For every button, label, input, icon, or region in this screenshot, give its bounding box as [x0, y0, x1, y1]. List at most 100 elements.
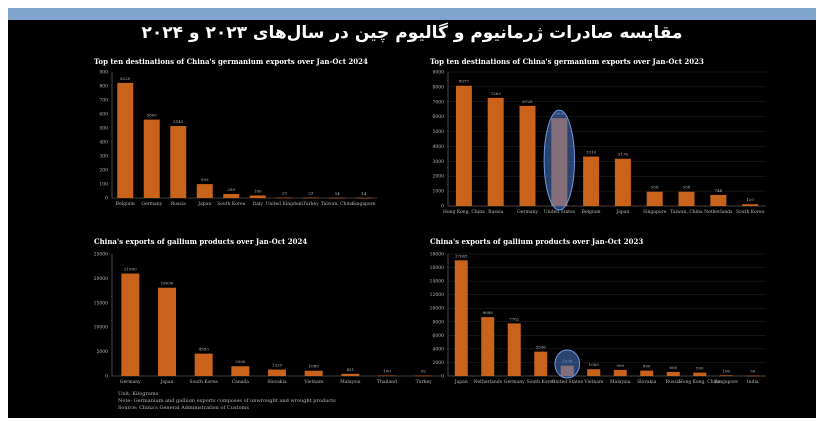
infographic-panel: مقایسه صادرات ژرمانیوم و گالیوم چین در س…: [8, 20, 816, 418]
bar: [640, 370, 654, 376]
y-tick-label: 12000: [430, 292, 444, 298]
y-tick-label: 6000: [433, 114, 445, 120]
data-label: 744: [714, 188, 722, 193]
x-tick-label: United States: [544, 209, 576, 215]
bar: [534, 351, 548, 376]
x-tick-label: Singapore: [352, 201, 376, 207]
bar: [117, 82, 134, 198]
bar: [170, 125, 187, 198]
y-tick-label: 0: [105, 196, 108, 202]
data-label: 800: [643, 364, 651, 369]
bar: [329, 197, 346, 199]
y-tick-label: 10000: [94, 325, 108, 331]
y-tick-label: 10000: [430, 306, 444, 312]
x-tick-label: Russia: [666, 379, 681, 385]
data-label: 3596: [536, 345, 547, 350]
chart-germanium-2024: Top ten destinations of China's germaniu…: [94, 57, 377, 207]
bar: [666, 371, 680, 376]
x-tick-label: Germany: [120, 379, 141, 385]
x-tick-label: Japan: [160, 379, 174, 385]
bar: [196, 184, 213, 198]
x-tick-label: Japan: [454, 379, 468, 385]
x-tick-label: Hong Kong, China: [679, 379, 721, 385]
x-tick-label: Vietnam: [583, 379, 604, 385]
footnote-unit: Unit: Kilograms: [118, 391, 159, 397]
highlight-ellipse: [554, 349, 581, 379]
y-tick-label: 16000: [430, 265, 444, 271]
x-tick-label: Netherlands: [474, 379, 503, 385]
bar: [223, 193, 240, 198]
data-label: 993: [201, 177, 209, 182]
data-label: 21000: [124, 267, 137, 272]
header-banner: [8, 8, 816, 20]
bar: [719, 375, 733, 376]
data-label: 1320: [272, 363, 283, 368]
data-label: 5600: [147, 113, 158, 118]
x-tick-label: United Kingdom: [266, 201, 304, 207]
bar: [487, 97, 504, 206]
data-label: 7263: [491, 91, 502, 96]
y-tick-label: 0: [441, 374, 444, 380]
bar: [481, 317, 495, 376]
x-tick-label: Singapore: [715, 379, 739, 385]
data-label: 4583: [199, 347, 210, 352]
data-label: 8688: [483, 310, 494, 315]
bar: [678, 191, 695, 206]
bar: [507, 323, 521, 376]
x-tick-label: Singapore: [643, 209, 667, 215]
highlight-ellipse: [543, 109, 576, 211]
x-tick-label: Japan: [615, 209, 629, 215]
y-tick-label: 25000: [94, 252, 108, 258]
x-tick-label: South Korea: [190, 379, 219, 385]
data-label: 6725: [522, 99, 533, 104]
y-tick-label: 7000: [433, 99, 445, 105]
x-tick-label: Turkey: [303, 201, 319, 207]
x-tick-label: Turkey: [416, 379, 432, 385]
data-label: 500: [696, 366, 704, 371]
y-tick-label: 800: [99, 84, 108, 90]
data-label: 14: [335, 191, 341, 196]
y-tick-label: 14000: [430, 279, 444, 285]
data-label: 958: [651, 185, 659, 190]
footnote-note: Note: Germanium and gallium exports comp…: [118, 398, 336, 404]
y-tick-label: 1000: [433, 189, 445, 195]
bar: [231, 366, 250, 376]
footnote-source: Source: China's General Administration o…: [118, 405, 249, 411]
bar: [455, 85, 472, 206]
x-tick-label: Germany: [141, 201, 162, 207]
x-tick-label: Slovakia: [267, 379, 287, 385]
bar: [613, 369, 627, 376]
y-tick-label: 700: [99, 98, 108, 104]
chart-gallium-2024: China's exports of gallium products over…: [94, 237, 442, 385]
data-label: 14: [361, 191, 367, 196]
bar: [587, 369, 601, 376]
data-label: 900: [616, 363, 624, 368]
x-tick-label: Belgium: [582, 209, 602, 215]
x-tick-label: Russia: [488, 209, 503, 215]
bar: [519, 105, 536, 206]
data-label: 100: [722, 368, 730, 373]
data-label: 17065: [455, 253, 468, 258]
bar: [341, 373, 360, 376]
x-tick-label: South Korea: [217, 201, 246, 207]
bar: [742, 204, 759, 206]
y-tick-label: 500: [99, 126, 108, 132]
y-tick-label: 200: [99, 168, 108, 174]
y-tick-label: 3000: [433, 159, 445, 165]
data-label: 23: [282, 191, 288, 196]
data-label: 8220: [120, 76, 131, 81]
chart-gallium-2023: China's exports of gallium products over…: [430, 237, 766, 385]
data-label: 18090: [161, 281, 174, 286]
y-tick-label: 2000: [433, 174, 445, 180]
x-tick-label: Italy: [253, 201, 264, 207]
x-tick-label: India: [747, 379, 759, 385]
bar: [143, 119, 160, 198]
bar: [268, 369, 286, 376]
x-tick-label: Hong Kong, China: [443, 209, 485, 215]
data-label: 100: [383, 369, 391, 374]
bar: [194, 353, 213, 376]
x-tick-label: Japan: [197, 201, 211, 207]
x-tick-label: Belgium: [116, 201, 136, 207]
y-tick-label: 4000: [433, 346, 445, 352]
bar: [304, 370, 323, 376]
